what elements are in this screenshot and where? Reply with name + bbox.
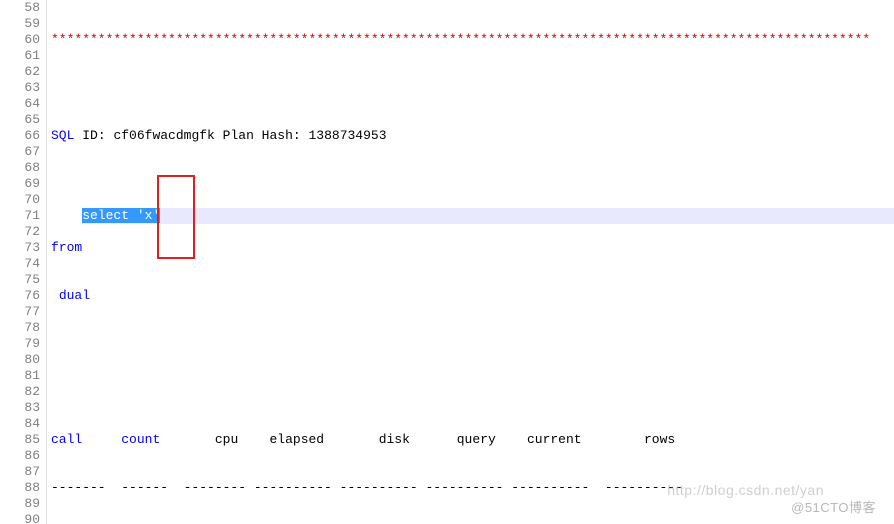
line-number: 88 <box>0 480 40 496</box>
table-header: call count cpu elapsed disk query curren… <box>51 432 894 448</box>
line-number: 66 <box>0 128 40 144</box>
line-number: 70 <box>0 192 40 208</box>
line-number: 64 <box>0 96 40 112</box>
watermark-text: @51CTO博客 <box>791 500 876 516</box>
line-number: 72 <box>0 224 40 240</box>
line-number: 78 <box>0 320 40 336</box>
line-number: 60 <box>0 32 40 48</box>
line-number: 58 <box>0 0 40 16</box>
line-number: 68 <box>0 160 40 176</box>
current-line: select 'x' <box>82 208 894 224</box>
line-number: 83 <box>0 400 40 416</box>
line-number: 65 <box>0 112 40 128</box>
line-number: 73 <box>0 240 40 256</box>
line-number: 89 <box>0 496 40 512</box>
line-number: 80 <box>0 352 40 368</box>
selection: select 'x' <box>82 208 160 223</box>
line-number: 82 <box>0 384 40 400</box>
sql-id-line: SQL ID: cf06fwacdmgfk Plan Hash: 1388734… <box>51 128 894 144</box>
line-number: 79 <box>0 336 40 352</box>
line-number: 86 <box>0 448 40 464</box>
line-number: 90 <box>0 512 40 524</box>
line-58: ****************************************… <box>51 32 894 48</box>
line-number: 59 <box>0 16 40 32</box>
line-number-gutter: 5859606162636465666768697071727374757677… <box>0 0 47 524</box>
line-number: 76 <box>0 288 40 304</box>
line-number: 87 <box>0 464 40 480</box>
line-number: 61 <box>0 48 40 64</box>
line-number: 85 <box>0 432 40 448</box>
code-content[interactable]: ****************************************… <box>47 0 894 524</box>
line-number: 75 <box>0 272 40 288</box>
line-number: 62 <box>0 64 40 80</box>
line-number: 69 <box>0 176 40 192</box>
line-number: 84 <box>0 416 40 432</box>
line-number: 74 <box>0 256 40 272</box>
line-number: 67 <box>0 144 40 160</box>
line-number: 77 <box>0 304 40 320</box>
line-number: 63 <box>0 80 40 96</box>
line-number: 71 <box>0 208 40 224</box>
line-number: 81 <box>0 368 40 384</box>
code-editor: 5859606162636465666768697071727374757677… <box>0 0 894 524</box>
